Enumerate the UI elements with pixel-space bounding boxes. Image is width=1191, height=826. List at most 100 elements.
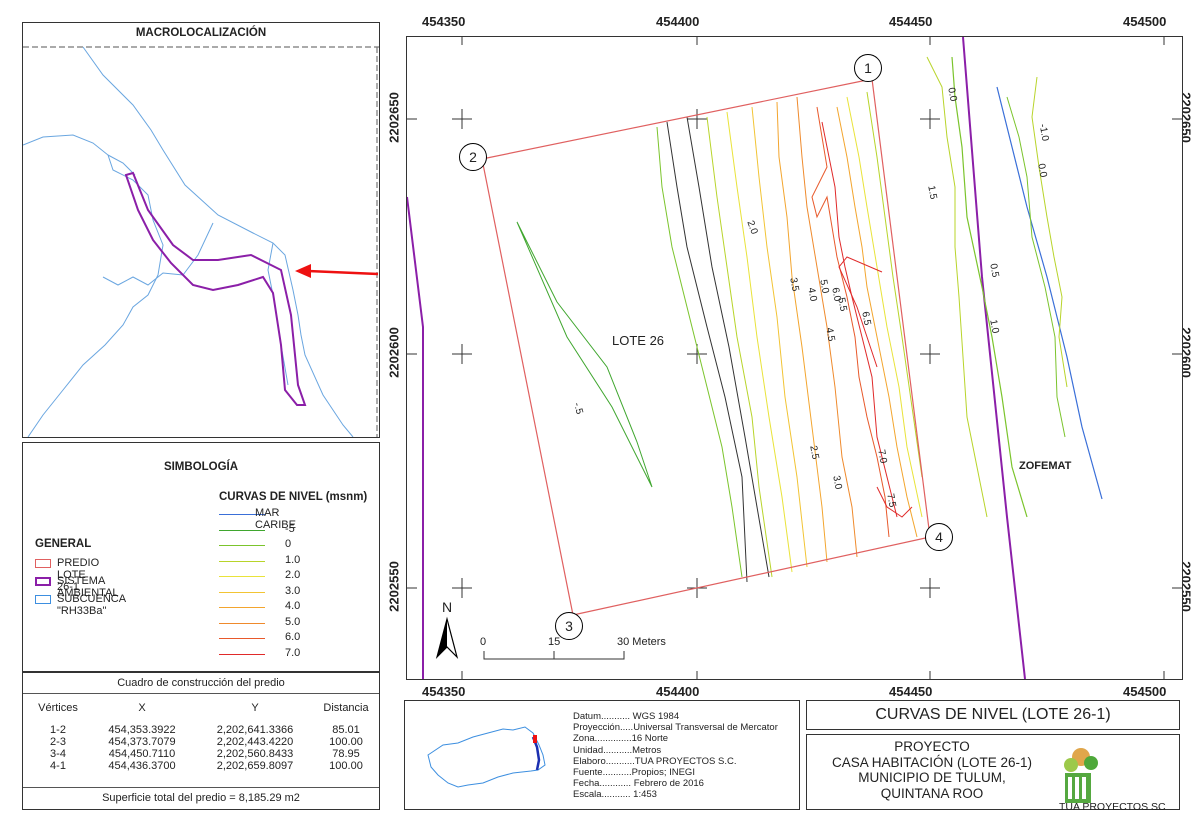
scale-label-0: 0 bbox=[480, 636, 487, 648]
table-row: 1-2 454,353.3922 2,202,641.3366 85.01 bbox=[27, 715, 377, 737]
construction-table: Vértices X Y Distancia 1-2 454,353.3922 2,… bbox=[27, 701, 377, 773]
table-cell: 85.01 bbox=[332, 724, 360, 736]
info-panel: Datum........... WGS 1984 Proyección.....… bbox=[404, 700, 800, 810]
info-line: Unidad...........Metros bbox=[573, 744, 662, 756]
construction-table-title: Cuadro de construcción del predio bbox=[117, 677, 285, 689]
company-logo bbox=[1064, 748, 1098, 803]
contour-swatch bbox=[219, 545, 265, 546]
col-header: X bbox=[138, 702, 146, 714]
contour-swatch bbox=[219, 560, 265, 562]
vertex-marker-4: 4 bbox=[925, 523, 953, 551]
legend-swatch bbox=[35, 559, 51, 568]
contour-legend-label: MAR CARIBE bbox=[255, 507, 296, 531]
project-lines: PROYECTO CASA HABITACIÓN (LOTE 26-1) MUNIC… bbox=[807, 739, 1057, 801]
construction-table-panel: Cuadro de construcción del predio Vértic… bbox=[22, 672, 380, 810]
table-row: 2-3 454,373.7079 2,202,443.4220 100.00 bbox=[27, 737, 377, 749]
macro-panel: MACROLOCALIZACIÓN bbox=[22, 22, 380, 438]
y-tick-label: 2202600 bbox=[386, 327, 402, 378]
info-line: Elaboro...........TUA PROYECTOS S.C. bbox=[573, 755, 737, 767]
project-line: PROYECTO bbox=[894, 739, 970, 754]
contour-label: 0.5 bbox=[987, 262, 1001, 279]
general-title: GENERAL bbox=[35, 538, 92, 550]
main-map-frame: 1 2 3 4 LOTE 26 ZOFEMAT N 0 15 30 Meters… bbox=[406, 36, 1183, 680]
vertex-marker-1: 1 bbox=[854, 54, 882, 82]
legend-swatch bbox=[35, 577, 51, 586]
contour-swatch bbox=[219, 529, 265, 531]
legend-swatch bbox=[35, 595, 51, 604]
info-line: Datum........... WGS 1984 bbox=[573, 711, 680, 722]
macro-map bbox=[23, 46, 379, 437]
locator-map bbox=[427, 726, 546, 788]
project-panel: PROYECTO CASA HABITACIÓN (LOTE 26-1) MUNIC… bbox=[806, 734, 1180, 813]
table-row: 4-1 454,436.3700 2,202,659.8097 100.00 bbox=[27, 761, 377, 773]
contour-label: 5.5 bbox=[835, 296, 849, 313]
vertex-marker-2: 2 bbox=[459, 143, 487, 171]
contour-label: 3.5 bbox=[787, 276, 801, 293]
legend-panel: SIMBOLOGÍA GENERAL PREDIO LOTE 26-1 SISTE… bbox=[22, 442, 380, 672]
contour-label: 1.5 bbox=[925, 184, 939, 201]
table-row: 3-4 454,450.7110 2,202,560.8433 78.95 bbox=[27, 749, 377, 761]
scale-label-15: 15 bbox=[548, 636, 561, 648]
legend-label: SISTEMA AMBIENTAL bbox=[57, 575, 119, 599]
contour-label: 3.0 bbox=[830, 474, 844, 491]
table-cell: 4-1 bbox=[50, 760, 66, 772]
contour-legend-label: 1.0 bbox=[285, 553, 301, 566]
table-cell: 100.00 bbox=[329, 760, 363, 772]
table-cell: 1-2 bbox=[50, 724, 66, 736]
vertex-label: 3 bbox=[565, 618, 573, 634]
scale-label-30: 30 Meters bbox=[617, 636, 666, 648]
x-tick-label: 454450 bbox=[889, 684, 933, 699]
contour-legend-label: -5 bbox=[285, 522, 295, 535]
contour-label: 7.0 bbox=[875, 448, 889, 465]
table-cell: 2,202,560.8433 bbox=[216, 748, 294, 760]
x-tick-label: 454350 bbox=[422, 14, 466, 29]
contour-swatch bbox=[219, 622, 265, 624]
table-cell: 2,202,443.4220 bbox=[216, 736, 294, 748]
lote-label: LOTE 26 bbox=[612, 333, 665, 348]
zofemat-label: ZOFEMAT bbox=[1019, 460, 1072, 472]
vertex-label: 1 bbox=[864, 60, 872, 76]
table-cell: 78.95 bbox=[332, 748, 360, 760]
contour-swatch bbox=[219, 653, 265, 655]
x-tick-label: 454500 bbox=[1123, 684, 1167, 699]
x-tick-label: 454350 bbox=[422, 684, 466, 699]
contour-legend-label: 7.0 bbox=[285, 646, 301, 659]
north-label: N bbox=[442, 599, 453, 615]
title-panel: CURVAS DE NIVEL (LOTE 26-1) bbox=[806, 700, 1180, 730]
table-cell: 454,373.7079 bbox=[108, 736, 176, 748]
contour-label: 7.5 bbox=[884, 492, 898, 509]
contour-label: 1.0 bbox=[987, 318, 1001, 335]
contour-legend-label: 2.0 bbox=[285, 569, 301, 581]
contour-legend-label: 3.0 bbox=[285, 584, 301, 597]
main-map bbox=[407, 37, 1182, 679]
x-tick-label: 454500 bbox=[1123, 14, 1167, 29]
y-tick-label: 2202550 bbox=[386, 561, 402, 612]
info-line: Escala........... 1:453 bbox=[573, 789, 657, 801]
contour-label: 2.5 bbox=[807, 444, 821, 461]
project-line: CASA HABITACIÓN (LOTE 26-1) bbox=[831, 754, 1033, 770]
legend-label: SUBCUENCA "RH33Ba" bbox=[57, 593, 126, 617]
contour-label: 6.5 bbox=[859, 310, 873, 327]
info-lines: Datum........... WGS 1984 Proyección.....… bbox=[573, 711, 778, 801]
info-line: Zona..............16 Norte bbox=[573, 733, 669, 745]
surface-total: Superficie total del predio = 8,185.29 m… bbox=[102, 792, 300, 804]
contour-swatch bbox=[219, 591, 265, 593]
info-line: Proyección.....Universal Transversal de … bbox=[573, 722, 778, 734]
legend-label: PREDIO LOTE 26-1 bbox=[57, 557, 100, 593]
contour-legend-label: 5.0 bbox=[285, 615, 301, 628]
table-cell: 2-3 bbox=[50, 736, 66, 748]
contour-swatch bbox=[219, 576, 265, 577]
table-cell: 3-4 bbox=[50, 748, 66, 760]
contour-legend-label: 4.0 bbox=[285, 600, 301, 612]
contour-legend-label: 6.0 bbox=[285, 631, 301, 643]
table-cell: 454,450.7110 bbox=[108, 748, 176, 760]
x-tick-label: 454400 bbox=[656, 14, 700, 29]
project-line: MUNICIPIO DE TULUM, bbox=[858, 770, 1006, 785]
map-title: CURVAS DE NIVEL (LOTE 26-1) bbox=[875, 706, 1111, 723]
contour-swatch bbox=[219, 638, 265, 639]
table-cell: 454,353.3922 bbox=[108, 724, 176, 736]
contour-label: 0.0 bbox=[1035, 162, 1049, 179]
vertex-marker-3: 3 bbox=[555, 612, 583, 640]
contour-swatch bbox=[219, 607, 265, 608]
vertex-label: 2 bbox=[469, 149, 477, 165]
